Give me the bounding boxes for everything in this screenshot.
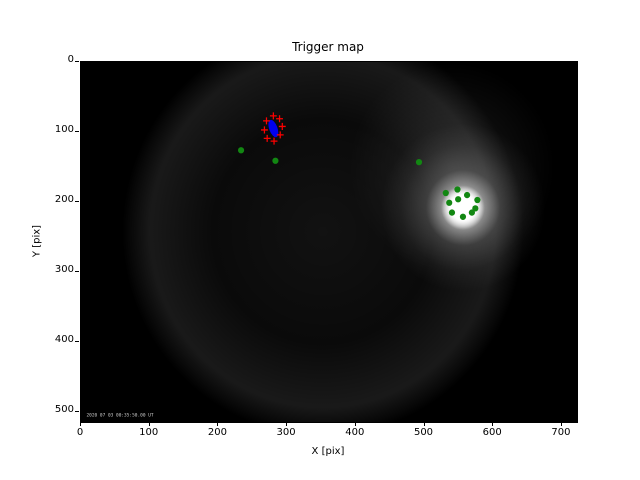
- y-tick-label: 300: [54, 264, 74, 276]
- x-tick-label: 200: [207, 427, 227, 438]
- camera-image-canvas: 2020 07 03 00:35:50.00 UT: [81, 62, 577, 422]
- y-tick-mark: [75, 131, 79, 132]
- y-axis-label: Y [pix]: [31, 224, 43, 258]
- x-tick-label: 700: [551, 427, 571, 438]
- x-tick-mark: [217, 422, 219, 426]
- cluster-outline-marker: [276, 131, 284, 139]
- cluster-outline-marker: [263, 117, 270, 125]
- x-tick-mark: [286, 422, 288, 426]
- trigger-point: [237, 147, 245, 154]
- trigger-point: [448, 209, 456, 216]
- x-tick-label: 0: [76, 427, 84, 438]
- x-tick-mark: [80, 422, 81, 426]
- y-tick-mark: [75, 201, 79, 203]
- trigger-point: [446, 199, 453, 206]
- x-tick-mark: [492, 422, 494, 426]
- y-tick-label: 500: [54, 404, 74, 416]
- y-tick-label: 200: [54, 194, 74, 206]
- cluster-outline-marker: [276, 115, 283, 123]
- trigger-point: [415, 159, 423, 166]
- y-tick-label: 400: [54, 334, 74, 346]
- x-tick-label: 300: [276, 427, 296, 438]
- cluster-outline-markers-layer: [260, 112, 286, 145]
- trigger-point: [442, 189, 449, 197]
- trigger-point: [472, 205, 479, 212]
- trigger-point: [272, 157, 279, 164]
- x-tick-mark: [423, 422, 425, 426]
- x-tick-mark: [560, 422, 562, 426]
- x-tick-label: 500: [413, 427, 434, 438]
- y-tick-label: 0: [67, 54, 74, 65]
- cluster-outline-marker: [270, 137, 278, 145]
- x-tick-label: 400: [345, 427, 365, 438]
- trigger-point: [463, 191, 471, 199]
- trigger-points-layer: [237, 147, 481, 220]
- cluster-outline-marker: [269, 112, 277, 120]
- y-tick-label: 100: [54, 124, 74, 135]
- chart-title: Trigger map: [292, 40, 364, 54]
- x-tick-mark: [148, 422, 150, 426]
- cluster-ellipse: [268, 119, 279, 138]
- y-tick-mark: [75, 271, 79, 273]
- cluster-outline-marker: [278, 122, 286, 130]
- trigger-point: [468, 209, 475, 216]
- y-tick-mark: [75, 411, 79, 413]
- trigger-point: [454, 186, 461, 193]
- plot-area: 2020 07 03 00:35:50.00 UT: [80, 61, 578, 423]
- bright-source-core: [440, 185, 485, 231]
- cluster-outline-marker: [260, 126, 268, 134]
- trigger-point: [474, 196, 481, 204]
- y-tick-mark: [75, 341, 79, 343]
- y-tick-mark: [75, 61, 79, 62]
- image-timestamp: 2020 07 03 00:35:50.00 UT: [86, 412, 153, 418]
- cluster-outline-marker: [263, 134, 271, 142]
- trigger-point: [459, 213, 467, 220]
- x-axis-label: X [pix]: [311, 446, 345, 457]
- x-tick-label: 600: [482, 427, 502, 438]
- x-tick-mark: [354, 422, 356, 426]
- trigger-point: [455, 196, 462, 203]
- x-tick-label: 100: [139, 427, 159, 438]
